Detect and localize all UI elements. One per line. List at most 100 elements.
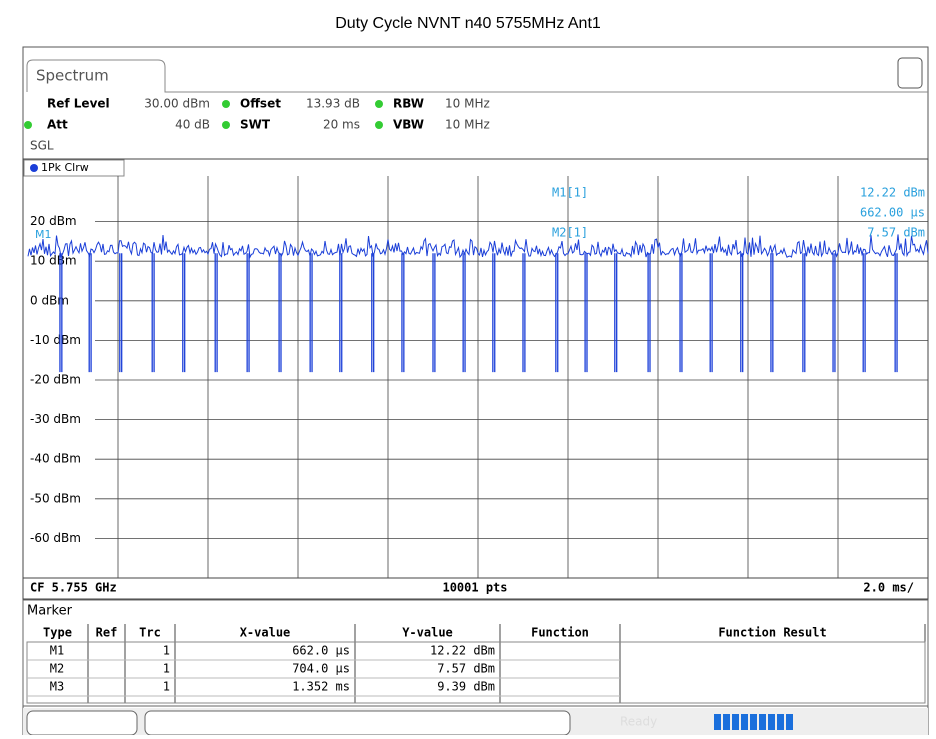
table-header: Trc — [139, 626, 161, 640]
y-tick-label: -20 dBm — [30, 373, 81, 387]
y-tick-label: -30 dBm — [30, 412, 81, 426]
y-tick-label: -60 dBm — [30, 531, 81, 545]
dip — [647, 253, 651, 373]
status-dot — [375, 100, 383, 108]
setting-value: 40 dB — [175, 118, 210, 132]
dip — [832, 253, 836, 373]
trace-dot — [30, 164, 38, 172]
cell: 9.39 dBm — [437, 680, 495, 694]
setting-label: VBW — [393, 118, 424, 132]
progress-block — [759, 714, 766, 730]
dip — [614, 253, 618, 373]
setting-label: Att — [47, 118, 68, 132]
dip — [151, 253, 155, 373]
setting-value: 30.00 dBm — [144, 97, 210, 111]
marker-info-value: 12.22 dBm — [860, 186, 925, 200]
dip — [740, 253, 744, 373]
y-tick-label: -50 dBm — [30, 491, 81, 505]
input-box — [144, 710, 571, 736]
y-tick-label: -10 dBm — [30, 333, 81, 347]
dip — [862, 253, 866, 373]
progress-block — [732, 714, 739, 730]
dip — [278, 253, 282, 373]
dip — [522, 253, 526, 373]
cell: M1 — [50, 644, 64, 658]
marker-info-label: M2[1] — [552, 226, 588, 240]
tab-label[interactable]: Spectrum — [36, 67, 109, 85]
cell: 662.0 µs — [292, 644, 350, 658]
marker-info-value: 662.00 µs — [860, 206, 925, 220]
dip — [492, 253, 496, 373]
y-tick-label: 0 dBm — [30, 293, 69, 307]
dip — [679, 253, 683, 373]
setting-label: Ref Level — [47, 97, 110, 111]
tab[interactable] — [26, 59, 928, 93]
table-header: Ref — [96, 626, 118, 640]
cell: 1 — [163, 662, 170, 676]
status-dot — [375, 121, 383, 129]
cell: M3 — [50, 680, 64, 694]
dip — [339, 253, 343, 373]
setting-label: RBW — [393, 97, 424, 111]
dip — [214, 253, 218, 373]
table-header: Function Result — [718, 626, 826, 640]
dip — [770, 253, 774, 373]
setting-value: 20 ms — [323, 118, 360, 132]
progress-block — [741, 714, 748, 730]
status-dot — [24, 121, 32, 129]
dip — [182, 253, 186, 373]
table-frame — [22, 599, 929, 707]
dip — [555, 253, 559, 373]
setting-value: 13.93 dB — [306, 97, 360, 111]
dip — [88, 253, 92, 373]
center-freq: CF 5.755 GHz — [30, 581, 117, 595]
y-tick-label: 10 dBm — [30, 254, 77, 268]
plot-frame — [22, 158, 929, 600]
dip — [371, 253, 375, 373]
dip — [802, 253, 806, 373]
progress-block — [723, 714, 730, 730]
dip — [59, 253, 63, 373]
table-header: X-value — [240, 626, 291, 640]
trace-label: 1Pk Clrw — [41, 161, 89, 174]
dip — [246, 253, 250, 373]
cell: M2 — [50, 662, 64, 676]
marker-info-label: M1[1] — [552, 186, 588, 200]
dip — [119, 253, 123, 373]
cell: 704.0 µs — [292, 662, 350, 676]
progress-block — [714, 714, 721, 730]
cell: 7.57 dBm — [437, 662, 495, 676]
y-tick-label: -40 dBm — [30, 452, 81, 466]
progress-block — [777, 714, 784, 730]
table-body — [26, 641, 926, 704]
dip — [309, 253, 313, 373]
progress-block — [768, 714, 775, 730]
title: Duty Cycle NVNT n40 5755MHz Ant1 — [335, 15, 601, 32]
menu-icon[interactable] — [897, 57, 923, 89]
marker-info-value: 7.57 dBm — [867, 226, 925, 240]
trace-header — [23, 159, 125, 177]
y-tick-label: 20 dBm — [30, 214, 77, 228]
trace — [27, 234, 929, 259]
table-title: Marker — [27, 604, 73, 619]
progress-block — [786, 714, 793, 730]
dip — [894, 253, 898, 373]
table-header: Function — [531, 626, 589, 640]
status: Ready — [620, 715, 657, 729]
marker-flag: M1 — [35, 228, 52, 241]
setting-value: 10 MHz — [445, 118, 490, 132]
cell: 1 — [163, 680, 170, 694]
cell: 1.352 ms — [292, 680, 350, 694]
dip — [584, 253, 588, 373]
dip — [462, 253, 466, 373]
status-dot — [222, 100, 230, 108]
dip — [709, 253, 713, 373]
mode: SGL — [30, 139, 54, 153]
table-header: Type — [43, 626, 72, 640]
scale: 2.0 ms/ — [863, 581, 914, 595]
dip — [401, 253, 405, 373]
setting-label: SWT — [240, 118, 271, 132]
dip — [432, 253, 436, 373]
status-dot — [222, 121, 230, 129]
